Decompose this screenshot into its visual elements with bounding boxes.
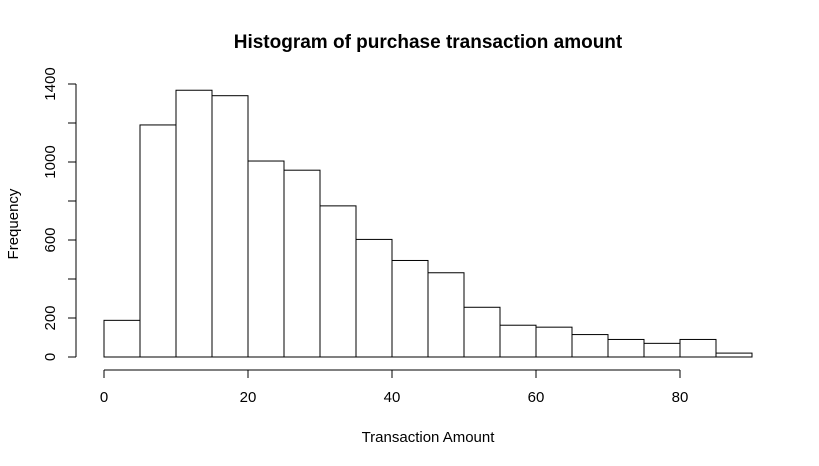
bars-group — [103, 89, 753, 358]
histogram-bar — [715, 352, 753, 358]
y-tick-label: 0 — [42, 353, 59, 361]
x-tick-label: 80 — [672, 389, 689, 406]
histogram-bar — [211, 95, 249, 358]
histogram-bar — [607, 338, 645, 358]
histogram-bar — [463, 306, 501, 358]
histogram-bar — [247, 160, 285, 358]
histogram-bar — [139, 124, 177, 358]
histogram-bar — [319, 205, 357, 358]
histogram-bar — [283, 169, 321, 358]
x-tick-label: 20 — [240, 389, 257, 406]
histogram-bar — [535, 326, 573, 358]
y-axis-label: Frequency — [5, 188, 22, 259]
histogram-bar — [103, 319, 141, 358]
x-tick-label: 60 — [528, 389, 545, 406]
histogram-bar — [499, 324, 537, 358]
y-axis: 0 200 600 1000 1400 — [42, 67, 77, 361]
y-tick-label: 600 — [42, 227, 59, 252]
histogram-bar — [571, 334, 609, 358]
y-tick-label: 200 — [42, 305, 59, 330]
histogram-bar — [391, 259, 429, 358]
chart-title: Histogram of purchase transaction amount — [234, 32, 623, 53]
histogram-bar — [355, 238, 393, 358]
histogram-bar — [679, 338, 717, 358]
x-axis: 0 20 40 60 80 — [100, 369, 689, 406]
histogram-bar — [427, 272, 465, 358]
histogram-bar — [175, 89, 213, 358]
y-tick-label: 1400 — [42, 67, 59, 100]
x-axis-label: Transaction Amount — [362, 429, 496, 446]
histogram-bar — [643, 342, 681, 358]
x-tick-label: 40 — [384, 389, 401, 406]
x-tick-label: 0 — [100, 389, 108, 406]
y-tick-label: 1000 — [42, 145, 59, 178]
